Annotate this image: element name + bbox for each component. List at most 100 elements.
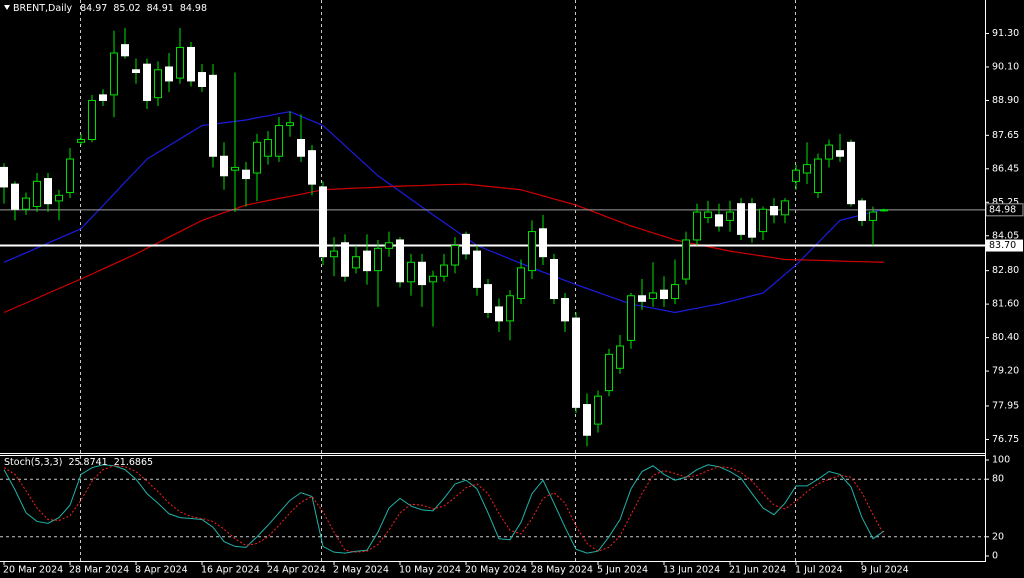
candle-body xyxy=(484,284,492,313)
candle-body xyxy=(121,44,129,57)
y-tick-label: 88.90 xyxy=(992,95,1019,106)
candle-body xyxy=(286,122,294,127)
indicator-header: Stoch(5,3,3) 25.8741 21.6865 xyxy=(4,457,153,468)
candle-body xyxy=(385,242,393,249)
candle-body xyxy=(341,242,349,277)
moving-average xyxy=(3,110,885,314)
candle-body xyxy=(726,211,734,221)
candle-body xyxy=(858,200,866,221)
candle-body xyxy=(330,250,338,258)
ohlc-value: 85.02 xyxy=(113,3,140,14)
candle-body xyxy=(374,247,382,272)
candle-body xyxy=(11,183,19,210)
candle-body xyxy=(22,197,30,210)
candle-body xyxy=(440,264,448,277)
candle-body xyxy=(803,164,811,174)
candle-body xyxy=(473,250,481,288)
candle-body xyxy=(242,169,250,180)
candle-body xyxy=(759,208,767,233)
candle-body xyxy=(44,178,52,205)
indicator-value: 21.6865 xyxy=(114,457,153,468)
candle-body xyxy=(198,72,206,87)
candle-body xyxy=(836,150,844,157)
candle-body xyxy=(165,66,173,82)
candle-body xyxy=(55,194,63,202)
symbol: BRENT,Daily xyxy=(13,3,72,14)
menu-triangle xyxy=(4,5,10,10)
y-tick-label: 81.60 xyxy=(992,299,1019,310)
candle-body xyxy=(539,228,547,258)
plot-layer: 91.30 90.10 88.90 87.65 86.45 85.25 84.05 82.80… xyxy=(0,27,1024,576)
candle-body xyxy=(550,258,558,300)
candle-body xyxy=(363,250,371,272)
candle-body xyxy=(275,125,283,157)
y-tick-label: 77.95 xyxy=(992,400,1019,411)
chart-header: BRENT,Daily 84.97 85.02 84.91 84.98 xyxy=(13,3,207,14)
x-tick-label: 10 May 2024 xyxy=(399,565,461,576)
y-tick-label: 80.40 xyxy=(992,332,1019,343)
x-tick-label: 24 Apr 2024 xyxy=(267,565,326,576)
candle-body xyxy=(605,353,613,392)
y-tick-label: 82.80 xyxy=(992,265,1019,276)
candle-body xyxy=(682,239,690,280)
candle-body xyxy=(616,345,624,369)
candle-body xyxy=(748,203,756,238)
x-tick-label: 1 Jul 2024 xyxy=(795,565,843,576)
level-tag xyxy=(986,239,1023,252)
candle-body xyxy=(594,395,602,425)
candle-body xyxy=(638,295,646,302)
y-tick-label: 79.20 xyxy=(992,366,1019,377)
candle-body xyxy=(517,267,525,300)
candle-body xyxy=(418,261,426,286)
y-tick-label: 100 xyxy=(992,455,1010,466)
candle-body xyxy=(572,317,580,408)
candle-body xyxy=(671,284,679,300)
candle-body xyxy=(429,275,437,283)
x-tick-label: 16 Apr 2024 xyxy=(201,565,260,576)
bid-tag-label: 84.98 xyxy=(989,204,1016,215)
candle-body xyxy=(847,141,855,205)
x-tick-label: 13 Jun 2024 xyxy=(663,565,720,576)
candle-body xyxy=(693,211,701,241)
y-tick-label: 0 xyxy=(992,551,998,562)
candle-body xyxy=(495,306,503,322)
candle-body xyxy=(869,211,877,221)
x-tick-label: 21 Jun 2024 xyxy=(729,565,786,576)
stochastic-line xyxy=(3,465,885,553)
candle-body xyxy=(88,99,96,141)
stochastic-line xyxy=(3,464,885,554)
x-tick-label: 20 Mar 2024 xyxy=(3,565,63,576)
x-tick-label: 28 May 2024 xyxy=(531,565,593,576)
candle-body xyxy=(825,144,833,160)
candle-body xyxy=(880,209,888,212)
candle-body xyxy=(132,69,140,74)
candle-body xyxy=(209,74,217,157)
candle-body xyxy=(649,292,657,300)
candle-body xyxy=(451,245,459,266)
level-tag-label: 83.70 xyxy=(989,240,1016,251)
x-tick-label: 5 Jun 2024 xyxy=(597,565,648,576)
x-tick-label: 20 May 2024 xyxy=(465,565,527,576)
candle-body xyxy=(308,150,316,185)
candle-body xyxy=(110,52,118,96)
candle-body xyxy=(792,169,800,182)
y-tick-label: 91.30 xyxy=(992,28,1019,39)
ohlc-value: 84.97 xyxy=(80,3,107,14)
candle-body xyxy=(660,289,668,300)
y-tick-label: 86.45 xyxy=(992,163,1019,174)
candle-body xyxy=(231,166,239,171)
candle-body xyxy=(704,211,712,219)
candle-body xyxy=(814,158,822,194)
ohlc-value: 84.98 xyxy=(180,3,207,14)
y-tick-label: 90.10 xyxy=(992,61,1019,72)
candle-body xyxy=(0,166,8,188)
indicator-name: Stoch(5,3,3) xyxy=(4,457,62,468)
candle-body xyxy=(143,63,151,101)
candle-body xyxy=(319,186,327,258)
candle-body xyxy=(737,203,745,235)
ohlc-value: 84.91 xyxy=(147,3,174,14)
candle-body xyxy=(627,295,635,341)
y-tick-label: 84.05 xyxy=(992,230,1019,241)
